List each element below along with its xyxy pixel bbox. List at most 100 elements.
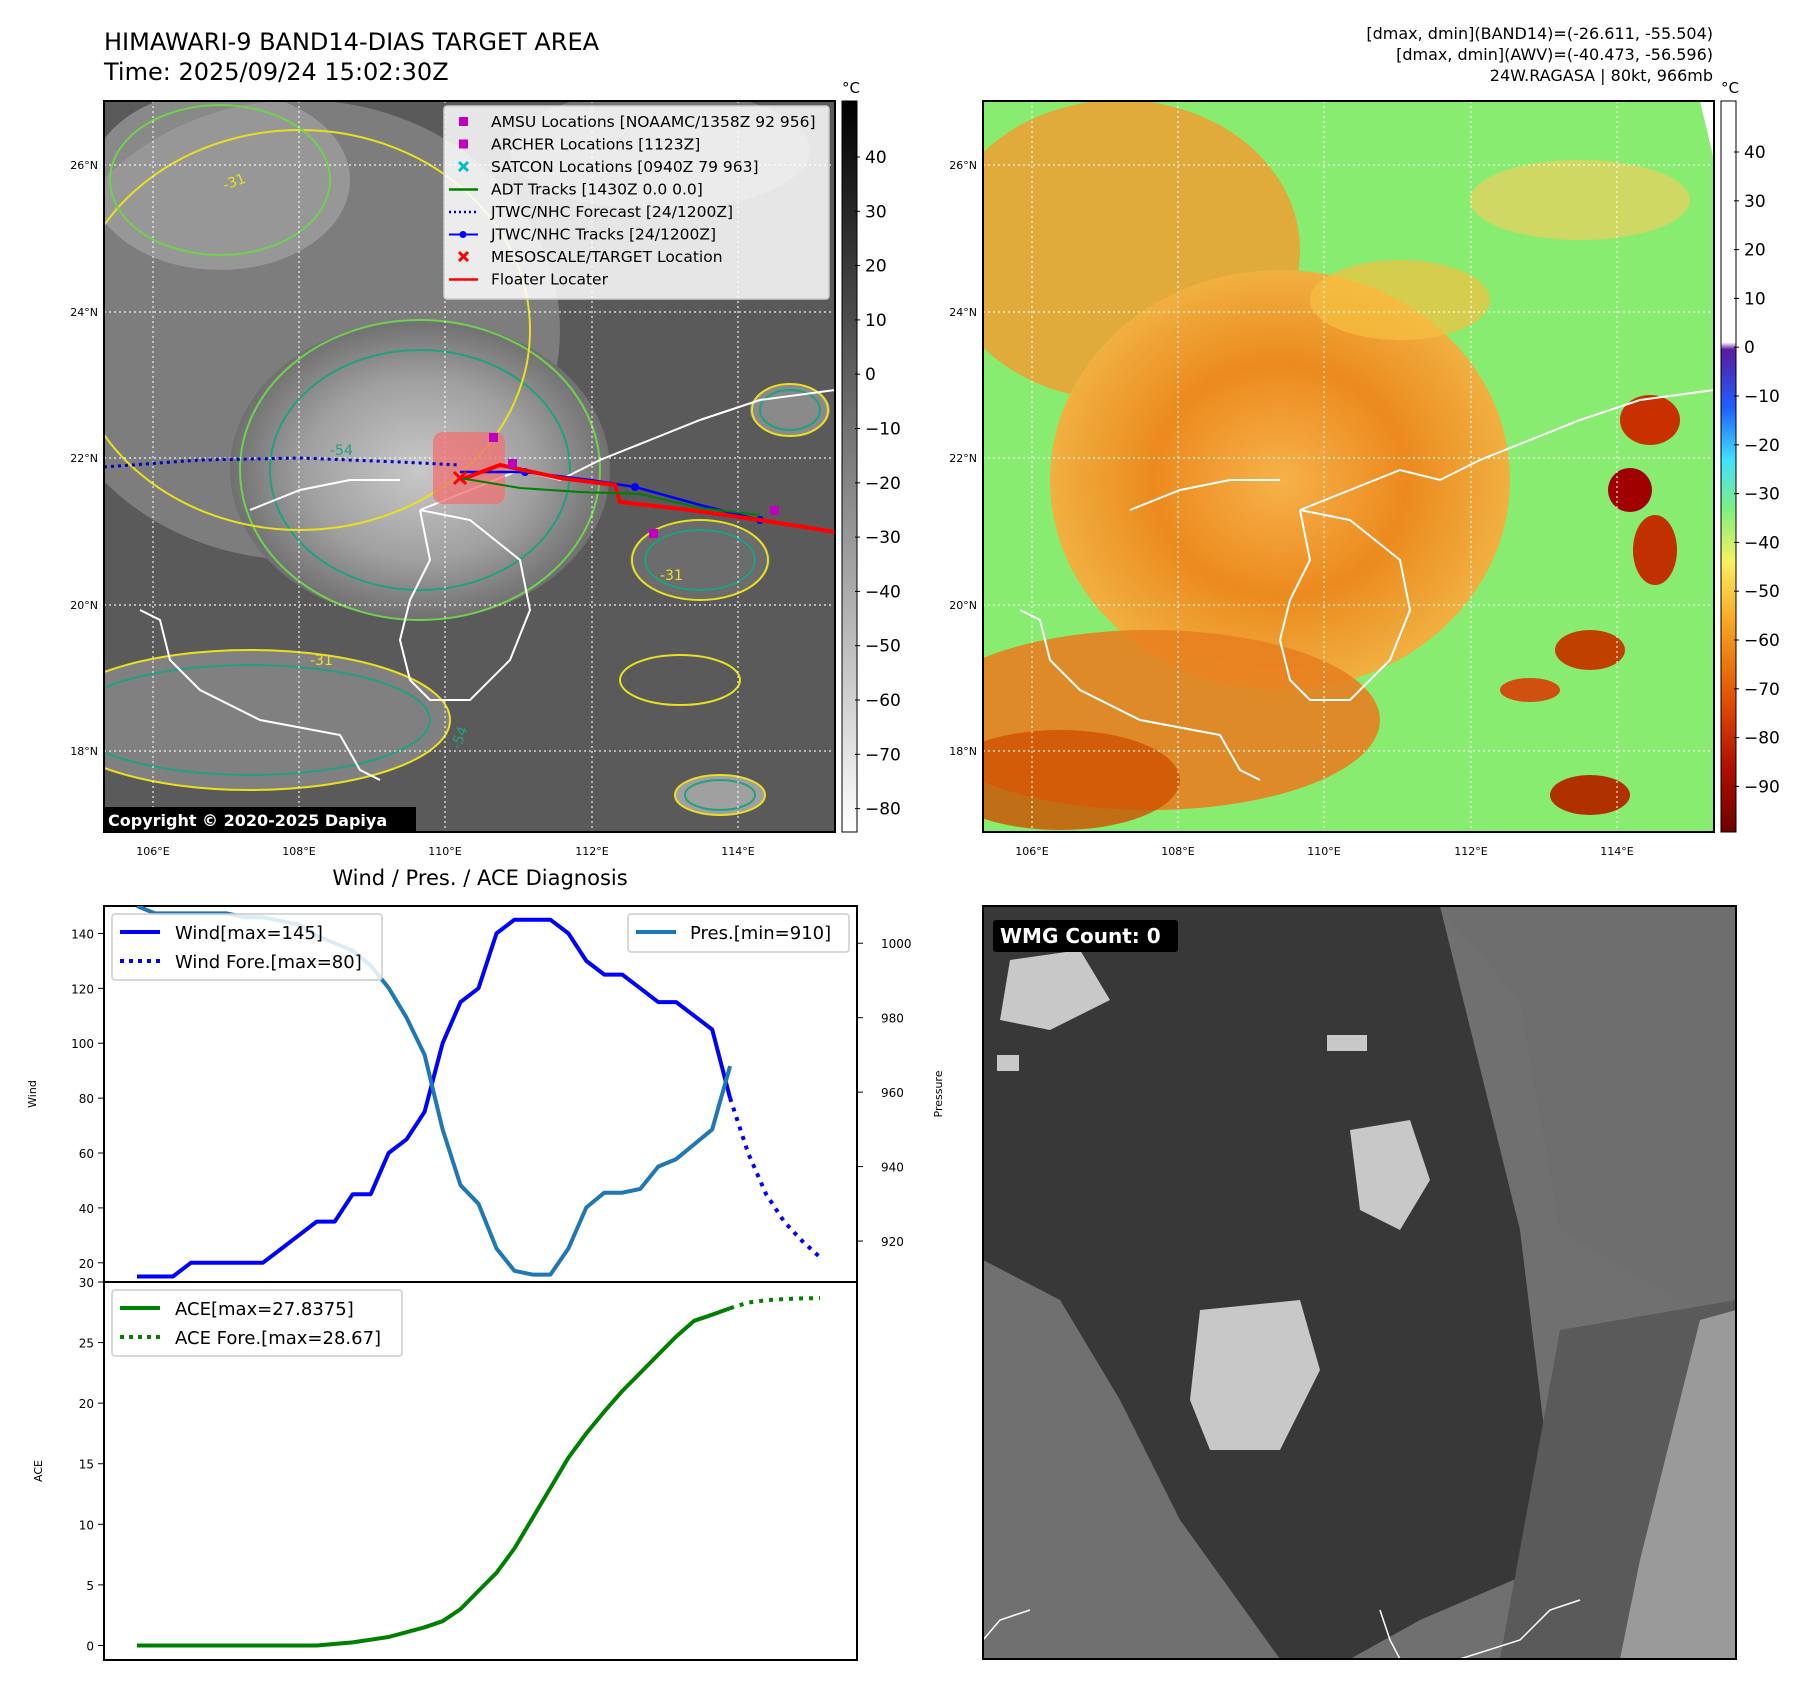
y-tick-label: 40 — [79, 1202, 94, 1216]
lat-tick-label: 20°N — [70, 599, 98, 612]
colorbar-tick-label: −80 — [1744, 729, 1780, 749]
y-tick-label: 80 — [79, 1092, 94, 1106]
lon-tick-label: 114°E — [721, 845, 754, 858]
map-legend-label: JTWC/NHC Forecast [24/1200Z] — [490, 203, 733, 221]
colorbar-tick-label: −50 — [865, 637, 901, 657]
map-legend-label: MESOSCALE/TARGET Location — [491, 248, 723, 266]
colorbar-tick-label: −70 — [1744, 680, 1780, 700]
wind-axis-label: Wind — [26, 1080, 39, 1108]
y-tick-label: 30 — [79, 1276, 94, 1290]
y-tick-label: 5 — [86, 1579, 94, 1593]
colorbar-tick-label: 20 — [1744, 241, 1766, 261]
colorbar-tick-label: −90 — [1744, 777, 1780, 797]
colorbar-tick-label: −20 — [865, 474, 901, 494]
colorbar-bw-unit: °C — [842, 79, 860, 97]
contour-label-3: -31 — [660, 568, 683, 584]
map-legend-label: Floater Locater — [491, 271, 609, 289]
lat-tick-label: 24°N — [70, 306, 98, 319]
colorbar-tick-label: −80 — [865, 800, 901, 820]
colorbar-tick-label: −60 — [1744, 631, 1780, 651]
figure-title: HIMAWARI-9 BAND14-DIAS TARGET AREA — [104, 28, 600, 56]
figure-time: Time: 2025/09/24 15:02:30Z — [103, 58, 449, 86]
lat-tick-label: 18°N — [949, 745, 977, 758]
y-tick-label: 0 — [86, 1639, 94, 1653]
map-legend-label: JTWC/NHC Tracks [24/1200Z] — [490, 226, 716, 244]
lat-tick-label: 22°N — [70, 452, 98, 465]
y-tick-label: 100 — [71, 1037, 94, 1051]
pressure-legend: Pres.[min=910] — [627, 913, 850, 953]
lon-tick-label: 106°E — [136, 845, 169, 858]
colorbar-tick-label: 20 — [865, 257, 887, 277]
y2-tick-label: 940 — [881, 1161, 904, 1175]
info-awv: [dmax, dmin](AWV)=(-40.473, -56.596) — [1396, 45, 1713, 64]
lon-tick-label: 110°E — [1307, 845, 1340, 858]
lat-tick-label: 18°N — [70, 745, 98, 758]
colorbar-tick-label: −10 — [1744, 387, 1780, 407]
colorbar-ir: °C 40 30 20 10 0 −10 −20 −30 −40 −50 −60 −70 −80 −90 — [1720, 79, 1780, 833]
wind-fore-legend-label: Wind Fore.[max=80] — [175, 952, 362, 973]
y2-tick-label: 1000 — [881, 937, 912, 951]
wmg-count-label: WMG Count: 0 — [1000, 924, 1161, 948]
map-legend-label: ADT Tracks [1430Z 0.0 0.0] — [491, 181, 703, 199]
colorbar-tick-label: −30 — [865, 528, 901, 548]
map-legend-item: JTWC/NHC Tracks [24/1200Z] — [449, 226, 716, 244]
mesoscale-marker — [452, 470, 468, 486]
series-line — [137, 1306, 731, 1648]
y2-tick-label: 980 — [881, 1012, 904, 1026]
amsu-markers — [489, 433, 779, 538]
colorbar-tick-label: −60 — [865, 691, 901, 711]
series-line — [137, 917, 733, 1279]
wind-legend: Wind[max=145] Wind Fore.[max=80] — [111, 913, 383, 981]
map-legend-item: AMSU Locations [NOAAMC/1358Z 92 956] — [459, 113, 816, 131]
lat-tick-label: 22°N — [949, 452, 977, 465]
colorbar-tick-label: −40 — [1744, 533, 1780, 553]
wind-pressure-chart: 20 40 60 80 100 120 140 920 940 960 980 1000 Wind … — [26, 905, 945, 1283]
diagnosis-title: Wind / Pres. / ACE Diagnosis — [332, 866, 627, 890]
colorbar-tick-label: −70 — [865, 745, 901, 765]
y2-tick-label: 960 — [881, 1086, 904, 1100]
y-tick-label: 25 — [79, 1337, 94, 1351]
pressure-axis-label: Pressure — [932, 1070, 945, 1117]
wind-legend-label: Wind[max=145] — [175, 923, 323, 944]
colorbar-tick-label: 30 — [1744, 192, 1766, 212]
colorbar-tick-label: −10 — [865, 420, 901, 440]
contour-label-1: -31 — [221, 171, 248, 194]
colorbar-tick-label: 40 — [865, 148, 887, 168]
contour-label-4: -54 — [330, 443, 353, 459]
y-tick-label: 60 — [79, 1147, 94, 1161]
info-storm: 24W.RAGASA | 80kt, 966mb — [1490, 66, 1713, 85]
target-area-box — [433, 432, 505, 504]
contour-label-2: -31 — [310, 653, 333, 669]
map-legend-item: Floater Locater — [449, 271, 609, 289]
y-tick-label: 10 — [79, 1518, 94, 1532]
jtwc-forecast-track — [104, 456, 461, 469]
wmg-panel: WMG Count: 0 — [983, 906, 1736, 1659]
y-tick-label: 20 — [79, 1397, 94, 1411]
colorbar-tick-label: −40 — [865, 582, 901, 602]
map-ir-color — [983, 101, 1714, 832]
y-tick-label: 120 — [71, 982, 94, 996]
ace-fore-legend-label: ACE Fore.[max=28.67] — [175, 1328, 381, 1349]
colorbar-tick-label: 10 — [1744, 289, 1766, 309]
map-legend-item: ADT Tracks [1430Z 0.0 0.0] — [449, 181, 703, 199]
lat-tick-label: 20°N — [949, 599, 977, 612]
colorbar-bw: °C 40 30 20 10 0 −10 −20 −30 −40 −50 −60 −70 −80 — [841, 79, 901, 833]
y2-tick-label: 920 — [881, 1235, 904, 1249]
colorbar-tick-label: 40 — [1744, 143, 1766, 163]
lon-tick-label: 112°E — [575, 845, 608, 858]
map-legend: AMSU Locations [NOAAMC/1358Z 92 956] ARCH… — [443, 105, 830, 300]
y-tick-label: 15 — [79, 1458, 94, 1472]
map-legend-item: MESOSCALE/TARGET Location — [457, 248, 723, 266]
map-legend-label: SATCON Locations [0940Z 79 963] — [491, 158, 759, 176]
info-band14: [dmax, dmin](BAND14)=(-26.611, -55.504) — [1366, 24, 1713, 43]
ace-chart: 0 5 10 15 20 25 30 ACE ACE[max=27.8375] ACE Fo… — [32, 1276, 858, 1661]
lon-tick-label: 106°E — [1015, 845, 1048, 858]
pressure-legend-label: Pres.[min=910] — [690, 923, 831, 944]
lon-tick-label: 108°E — [282, 845, 315, 858]
colorbar-tick-label: 0 — [865, 365, 876, 385]
lon-tick-label: 108°E — [1161, 845, 1194, 858]
lon-tick-label: 112°E — [1454, 845, 1487, 858]
colorbar-tick-label: 0 — [1744, 338, 1755, 358]
map-legend-item: JTWC/NHC Forecast [24/1200Z] — [449, 203, 733, 221]
